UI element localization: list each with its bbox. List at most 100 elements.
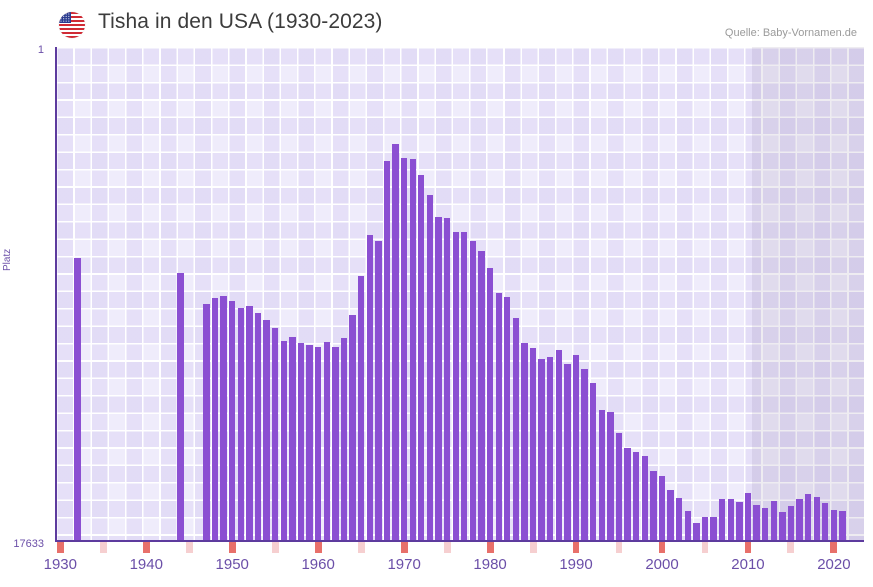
x-tick-minor (615, 542, 623, 553)
bar[interactable] (375, 241, 382, 541)
x-tick-minor (443, 542, 451, 553)
x-axis-label-1980: 1980 (473, 556, 507, 573)
bar[interactable] (400, 157, 408, 541)
bar[interactable] (443, 218, 451, 541)
bar[interactable] (211, 298, 219, 541)
x-tick-major (830, 542, 838, 553)
bar[interactable] (229, 300, 236, 541)
bar[interactable] (822, 502, 829, 541)
bar[interactable] (461, 231, 468, 541)
bar[interactable] (272, 328, 279, 541)
bar[interactable] (495, 293, 502, 541)
bar[interactable] (340, 337, 348, 541)
bar[interactable] (693, 523, 700, 541)
bar[interactable] (804, 494, 812, 541)
x-axis-label-1930: 1930 (43, 556, 77, 573)
bar[interactable] (744, 492, 752, 541)
bar[interactable] (538, 359, 545, 541)
bar[interactable] (650, 470, 657, 541)
bar[interactable] (246, 306, 253, 541)
bar[interactable] (280, 341, 287, 541)
bar[interactable] (314, 347, 322, 541)
x-axis-label-1970: 1970 (387, 556, 421, 573)
x-tick-minor (701, 542, 709, 553)
source-attribution: Quelle: Baby-Vornamen.de (724, 27, 857, 39)
bar[interactable] (452, 231, 459, 541)
bar[interactable] (478, 251, 485, 541)
y-axis-title: Platz (2, 248, 13, 271)
bar[interactable] (332, 346, 339, 541)
bar[interactable] (641, 455, 648, 541)
bar[interactable] (779, 512, 786, 541)
x-tick-minor (99, 542, 107, 553)
x-axis-label-1960: 1960 (301, 556, 335, 573)
x-tick-minor (357, 542, 365, 553)
bar[interactable] (306, 344, 313, 541)
bar[interactable] (581, 369, 588, 541)
y-axis-tick-bottom-label: 17633 (13, 538, 44, 550)
bar[interactable] (383, 160, 391, 541)
bar[interactable] (366, 235, 373, 541)
bar[interactable] (770, 501, 777, 541)
bar[interactable] (504, 297, 511, 541)
bar[interactable] (727, 498, 734, 541)
bar[interactable] (418, 175, 425, 541)
bar[interactable] (753, 505, 760, 541)
bar[interactable] (615, 432, 623, 541)
bar[interactable] (667, 490, 674, 541)
bar[interactable] (486, 267, 494, 541)
bar[interactable] (220, 295, 227, 541)
grid-lines (56, 47, 864, 541)
bar[interactable] (74, 258, 81, 541)
bar[interactable] (676, 498, 683, 541)
x-axis-label-2000: 2000 (645, 556, 679, 573)
bar[interactable] (761, 507, 769, 541)
bar[interactable] (598, 410, 605, 541)
bar[interactable] (289, 337, 296, 541)
bar[interactable] (624, 448, 631, 541)
bar[interactable] (392, 144, 399, 541)
no-data-shaded-band (752, 47, 864, 541)
bar[interactable] (409, 159, 416, 541)
bar[interactable] (658, 475, 666, 541)
bar[interactable] (263, 319, 270, 541)
bar[interactable] (469, 241, 477, 541)
bar[interactable] (684, 511, 691, 541)
bar[interactable] (607, 412, 614, 541)
bar[interactable] (736, 501, 743, 541)
bar[interactable] (839, 510, 846, 541)
bar[interactable] (718, 498, 726, 541)
x-tick-major (400, 542, 408, 553)
bar[interactable] (349, 314, 356, 541)
bar[interactable] (796, 499, 803, 541)
bar[interactable] (237, 308, 244, 541)
bar[interactable] (357, 276, 365, 541)
bar[interactable] (633, 452, 640, 541)
bar[interactable] (426, 195, 434, 541)
bar[interactable] (203, 303, 210, 541)
chart-header: Tisha in den USA (1930-2023) Quelle: Bab… (0, 0, 873, 46)
bar[interactable] (564, 363, 571, 541)
bar[interactable] (555, 349, 563, 541)
bar[interactable] (572, 354, 580, 541)
bar[interactable] (254, 312, 262, 541)
x-axis-label-1940: 1940 (129, 556, 163, 573)
bar[interactable] (547, 356, 554, 541)
bar[interactable] (297, 342, 305, 541)
flag-canton (59, 12, 71, 23)
bar[interactable] (590, 383, 597, 541)
bar[interactable] (177, 272, 184, 541)
bar[interactable] (435, 216, 442, 541)
bar[interactable] (529, 348, 537, 541)
bar[interactable] (521, 343, 528, 541)
bar[interactable] (787, 506, 795, 541)
x-tick-major (486, 542, 494, 553)
bar[interactable] (830, 509, 838, 541)
x-tick-major (744, 542, 752, 553)
bar[interactable] (512, 318, 520, 541)
bar[interactable] (701, 516, 709, 541)
bar[interactable] (323, 341, 330, 541)
bar[interactable] (710, 516, 717, 541)
x-axis-label-2010: 2010 (731, 556, 765, 573)
bar[interactable] (813, 497, 820, 541)
